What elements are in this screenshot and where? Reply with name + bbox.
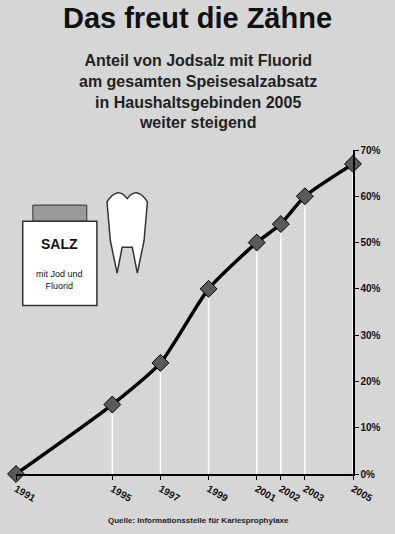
svg-text:1997: 1997 — [157, 483, 182, 504]
svg-text:0%: 0% — [361, 469, 376, 480]
svg-text:30%: 30% — [361, 330, 381, 341]
svg-text:2002: 2002 — [277, 483, 302, 504]
svg-text:mit Jod undFluorid: mit Jod undFluorid — [36, 269, 83, 291]
svg-text:10%: 10% — [361, 422, 381, 433]
svg-text:70%: 70% — [361, 145, 381, 156]
svg-text:1999: 1999 — [205, 483, 230, 504]
svg-text:1991: 1991 — [13, 483, 38, 504]
svg-text:40%: 40% — [361, 283, 381, 294]
svg-text:Anteil von Jodsalz mit Fluorid: Anteil von Jodsalz mit Fluoridam gesamte… — [79, 52, 317, 131]
svg-text:50%: 50% — [361, 237, 381, 248]
svg-text:2001: 2001 — [253, 483, 278, 504]
svg-text:2003: 2003 — [301, 483, 326, 504]
svg-text:SALZ: SALZ — [41, 236, 78, 252]
svg-text:Das freut die Zähne: Das freut die Zähne — [63, 2, 332, 34]
svg-text:20%: 20% — [361, 376, 381, 387]
svg-text:2005: 2005 — [350, 483, 375, 504]
svg-text:Quelle: Informationsstelle für: Quelle: Informationsstelle für Kariespro… — [108, 516, 289, 525]
svg-text:1995: 1995 — [109, 483, 134, 504]
svg-text:60%: 60% — [361, 191, 381, 202]
